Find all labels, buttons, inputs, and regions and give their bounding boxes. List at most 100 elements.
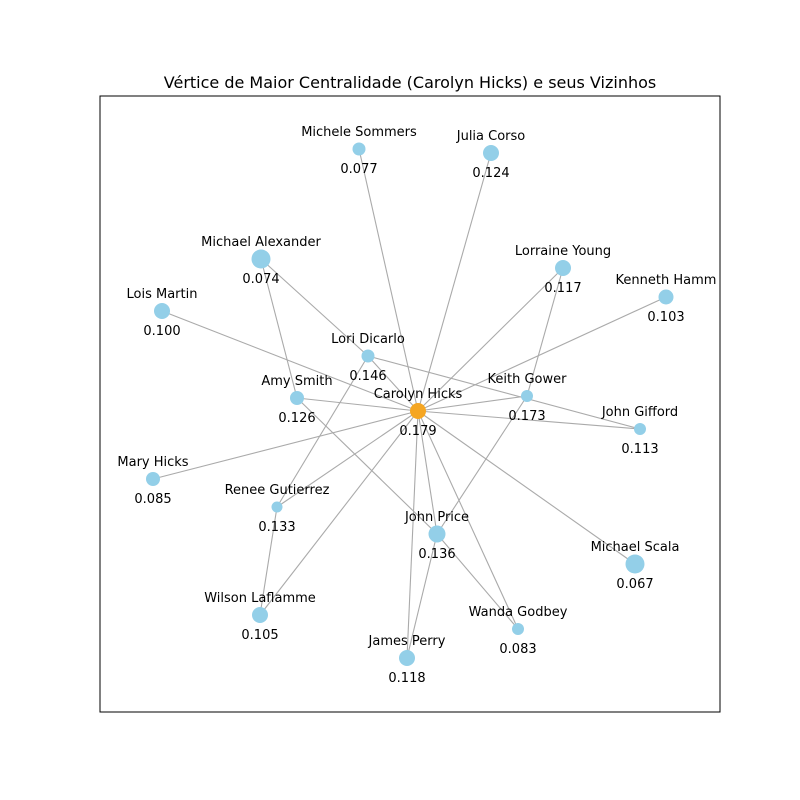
node-kenneth: Kenneth Hamm 0.103 <box>616 273 717 325</box>
node-centrality-value: 0.105 <box>241 628 278 643</box>
node-centrality-value: 0.179 <box>399 424 436 439</box>
node-centrality-value: 0.103 <box>647 310 684 325</box>
edge-lorraine-keith <box>526 267 564 397</box>
node-centrality-value: 0.173 <box>508 409 545 424</box>
edge-carolyn-james <box>406 410 419 659</box>
edges-layer <box>152 148 667 659</box>
edge-carolyn-kenneth <box>417 296 667 412</box>
node-centrality-value: 0.085 <box>134 492 171 507</box>
edge-michaelA-amy <box>260 258 298 399</box>
node-centrality-value: 0.077 <box>340 162 377 177</box>
node-label: Carolyn Hicks <box>374 387 463 402</box>
node-marker <box>483 145 499 161</box>
node-amy: Amy Smith 0.126 <box>261 374 332 426</box>
edge-carolyn-renee <box>276 410 419 508</box>
edge-amy-john_p <box>296 397 438 535</box>
node-michele: Michele Sommers 0.077 <box>301 125 417 177</box>
node-marker <box>555 260 571 276</box>
edge-john_p-james <box>406 533 438 659</box>
node-marker <box>271 501 283 513</box>
edge-carolyn-lois <box>161 310 419 412</box>
node-marker <box>521 390 533 402</box>
node-label: Wanda Godbey <box>469 605 568 620</box>
edge-carolyn-keith <box>417 395 528 412</box>
node-marker <box>361 349 375 363</box>
node-wilson: Wilson Laflamme 0.105 <box>204 591 316 643</box>
node-michaelA: Michael Alexander 0.074 <box>201 235 321 287</box>
edge-carolyn-michaelS <box>417 410 636 565</box>
node-label: Lois Martin <box>127 287 198 302</box>
node-renee: Renee Gutierrez 0.133 <box>225 483 330 535</box>
node-mary: Mary Hicks 0.085 <box>117 455 188 507</box>
node-label: Julia Corso <box>456 129 526 144</box>
node-marker <box>634 423 646 435</box>
node-label: Michael Scala <box>591 540 680 555</box>
plot-frame <box>99 95 721 713</box>
node-james: James Perry 0.118 <box>368 634 446 686</box>
node-centrality-value: 0.113 <box>621 442 658 457</box>
node-label: Lori Dicarlo <box>331 332 405 347</box>
node-wanda: Wanda Godbey 0.083 <box>469 605 568 657</box>
node-lois: Lois Martin 0.100 <box>127 287 198 339</box>
node-centrality-value: 0.083 <box>499 642 536 657</box>
node-marker <box>512 623 524 635</box>
node-marker <box>658 289 674 305</box>
node-centrality-value: 0.136 <box>418 547 455 562</box>
chart-title: Vértice de Maior Centralidade (Carolyn H… <box>164 73 656 92</box>
edge-carolyn-lorraine <box>417 267 564 412</box>
node-centrality-value: 0.146 <box>349 369 386 384</box>
node-label: Wilson Laflamme <box>204 591 316 606</box>
edge-carolyn-john_g <box>417 410 641 430</box>
node-marker <box>146 472 160 486</box>
edge-renee-wilson <box>259 506 278 616</box>
node-label: Renee Gutierrez <box>225 483 330 498</box>
node-centrality-value: 0.117 <box>544 281 581 296</box>
edge-carolyn-mary <box>152 410 419 480</box>
edge-carolyn-amy <box>296 397 419 412</box>
edge-carolyn-john_p <box>417 410 438 535</box>
node-marker <box>625 554 645 574</box>
node-julia: Julia Corso 0.124 <box>456 129 526 181</box>
node-marker <box>290 391 304 405</box>
node-marker <box>252 607 268 623</box>
edge-carolyn-lori <box>367 355 419 412</box>
node-label: Amy Smith <box>261 374 332 389</box>
node-keith: Keith Gower 0.173 <box>488 372 568 424</box>
nodes-layer: Carolyn Hicks 0.179 Michele Sommers 0.077 Ju… <box>117 125 716 686</box>
node-label: John Price <box>404 510 469 525</box>
node-lori: Lori Dicarlo 0.146 <box>331 332 405 384</box>
node-centrality-value: 0.067 <box>616 577 653 592</box>
node-label: Kenneth Hamm <box>616 273 717 288</box>
node-marker <box>154 303 170 319</box>
node-carolyn: Carolyn Hicks 0.179 <box>374 387 463 439</box>
node-marker <box>399 650 415 666</box>
node-marker <box>428 525 446 543</box>
node-label: Michael Alexander <box>201 235 321 250</box>
node-label: Keith Gower <box>488 372 568 387</box>
node-label: Lorraine Young <box>515 244 611 259</box>
edge-lori-renee <box>276 355 369 508</box>
node-centrality-value: 0.124 <box>472 166 509 181</box>
node-label: Michele Sommers <box>301 125 417 140</box>
node-john_g: John Gifford 0.113 <box>601 405 678 457</box>
node-centrality-value: 0.126 <box>278 411 315 426</box>
edge-michaelA-lori <box>260 258 369 357</box>
edge-carolyn-wanda <box>417 410 519 630</box>
node-marker <box>251 249 271 269</box>
node-centrality-value: 0.074 <box>242 272 279 287</box>
center-node-marker <box>410 403 426 419</box>
node-michaelS: Michael Scala 0.067 <box>591 540 680 592</box>
edge-lori-john_g <box>367 355 641 430</box>
edge-keith-john_p <box>436 395 528 535</box>
edge-carolyn-wilson <box>259 410 419 616</box>
node-marker <box>352 142 366 156</box>
node-label: James Perry <box>368 634 446 649</box>
node-centrality-value: 0.133 <box>258 520 295 535</box>
node-centrality-value: 0.118 <box>388 671 425 686</box>
node-john_p: John Price 0.136 <box>404 510 469 562</box>
edge-carolyn-julia <box>417 152 492 412</box>
node-centrality-value: 0.100 <box>143 324 180 339</box>
node-label: John Gifford <box>601 405 678 420</box>
node-label: Mary Hicks <box>117 455 188 470</box>
